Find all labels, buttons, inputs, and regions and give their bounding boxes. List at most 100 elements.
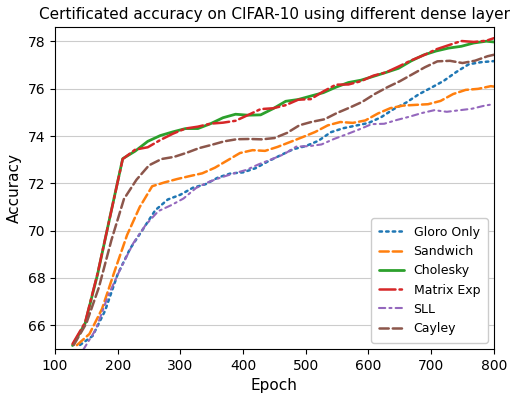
Sandwich [412,102,418,107]
SLL [168,203,174,208]
Matrix Exp [408,58,414,63]
Cayley [121,197,127,202]
Matrix Exp [95,271,101,276]
Sandwich [475,86,481,91]
Sandwich [224,158,230,163]
Sandwich [212,165,218,170]
Line: Cholesky: Cholesky [72,41,494,346]
Sandwich [262,148,268,153]
SLL [293,144,300,149]
SLL [331,136,337,141]
Gloro Only [127,246,133,251]
Sandwich [274,144,281,149]
Cholesky [295,97,301,102]
Cayley [284,130,290,135]
Cholesky [107,214,113,218]
Sandwich [99,306,105,311]
SLL [193,186,199,190]
Gloro Only [378,115,384,120]
Matrix Exp [308,97,314,102]
Gloro Only [365,120,372,125]
Cayley [96,285,102,290]
SLL [306,144,312,148]
Line: Sandwich: Sandwich [77,86,494,345]
Matrix Exp [107,214,113,219]
Gloro Only [115,272,121,277]
Cayley [334,110,340,115]
Matrix Exp [491,36,497,40]
Gloro Only [165,197,171,202]
Matrix Exp [120,157,126,162]
Sandwich [187,174,193,178]
Title: Certificated accuracy on CIFAR-10 using different dense layer: Certificated accuracy on CIFAR-10 using … [39,7,510,22]
Sandwich [450,92,456,96]
Cayley [271,136,278,140]
Matrix Exp [458,38,464,43]
SLL [369,122,375,126]
Cayley [196,146,203,150]
Cayley [297,123,303,128]
Cayley [321,117,327,122]
Cholesky [120,156,126,161]
SLL [180,196,187,201]
Sandwich [337,120,343,124]
Cayley [183,150,190,155]
SLL [444,109,450,114]
Matrix Exp [283,103,289,108]
Cholesky [345,80,352,85]
SLL [491,102,497,106]
Sandwich [350,120,356,125]
Cholesky [144,139,151,144]
Matrix Exp [258,107,264,112]
SLL [218,175,224,180]
Gloro Only [303,144,309,148]
Cayley [460,61,466,66]
Cholesky [283,99,289,104]
Gloro Only [77,342,83,347]
SLL [456,108,463,113]
Sandwich [325,123,331,128]
SLL [318,142,324,147]
SLL [118,266,124,270]
Matrix Exp [220,120,226,125]
Matrix Exp [320,89,326,94]
SLL [406,114,412,119]
Sandwich [400,103,406,108]
Cayley [221,139,227,144]
Cayley [171,154,177,159]
Cholesky [132,149,138,154]
Gloro Only [265,159,271,164]
Gloro Only [491,59,497,64]
Gloro Only [152,208,158,213]
Gloro Only [190,185,196,190]
Cholesky [320,90,326,95]
Cholesky [491,40,497,44]
SLL [343,132,350,137]
Sandwich [437,98,444,103]
Cayley [359,100,365,104]
Matrix Exp [182,126,189,131]
Matrix Exp [207,121,213,126]
Matrix Exp [270,106,276,111]
Gloro Only [140,227,146,232]
Gloro Only [353,123,359,128]
Sandwich [249,148,255,152]
Cayley [485,54,491,59]
Cholesky [383,70,389,75]
Gloro Only [203,182,209,187]
Sandwich [388,106,394,110]
Cholesky [182,126,189,131]
SLL [231,171,237,176]
Cholesky [395,66,401,71]
Cholesky [258,112,264,117]
Cholesky [458,44,464,49]
Sandwich [161,180,168,185]
Cayley [472,58,478,63]
Sandwich [287,140,293,144]
Cayley [384,85,390,90]
Gloro Only [440,78,447,83]
Sandwich [312,130,318,134]
Sandwich [488,84,494,88]
Cholesky [433,48,439,53]
SLL [80,348,86,352]
